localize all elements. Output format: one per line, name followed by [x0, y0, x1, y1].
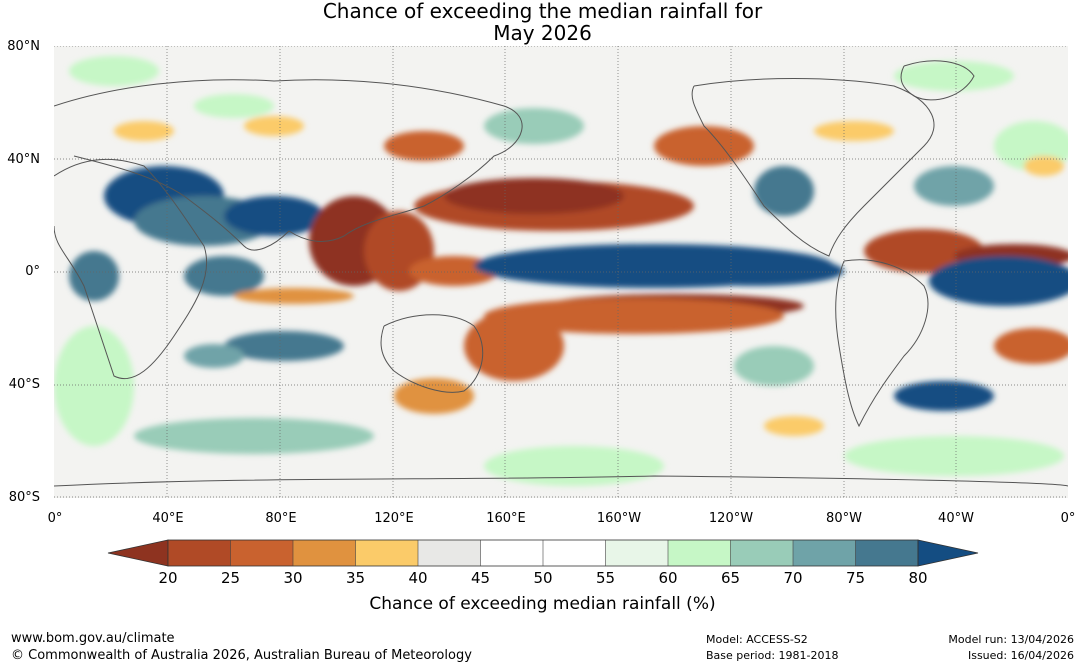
- lat-label-40n: 40°N: [7, 152, 40, 167]
- colorbar-tick-30: 30: [283, 569, 303, 587]
- colorbar-segment-40-45: [418, 540, 481, 566]
- map-svg: [54, 46, 1068, 498]
- colorbar-segment-70-75: [793, 540, 856, 566]
- lat-label-80n: 80°N: [7, 39, 40, 54]
- lat-label-40s: 40°S: [8, 377, 40, 392]
- rainfall-outlook-map: [54, 46, 1068, 498]
- colorbar-segment-35-40: [355, 540, 418, 566]
- lat-label-equator: 0°: [25, 264, 40, 279]
- title-line-2: May 2026: [493, 21, 592, 45]
- footer-base-period: Base period: 1981-2018: [706, 649, 839, 662]
- lon-label-0-right: 0°: [1060, 511, 1076, 526]
- lon-label-120w: 120°W: [708, 511, 754, 526]
- lon-label-40w: 40°W: [938, 511, 974, 526]
- lon-label-40e: 40°E: [152, 511, 184, 526]
- footer-model: Model: ACCESS-S2: [706, 633, 808, 646]
- colorbar-tick-45: 45: [470, 569, 491, 587]
- colorbar-tick-75: 75: [845, 569, 866, 587]
- lon-label-120e: 120°E: [374, 511, 414, 526]
- footer-copyright: © Commonwealth of Australia 2026, Austra…: [11, 648, 472, 663]
- lon-label-80w: 80°W: [826, 511, 862, 526]
- lon-label-0: 0°: [47, 511, 63, 526]
- probability-shading: [54, 56, 1068, 486]
- colorbar-tick-55: 55: [595, 569, 616, 587]
- lon-label-160w: 160°W: [596, 511, 642, 526]
- footer-issued: Issued: 16/04/2026: [967, 649, 1074, 662]
- lon-label-80e: 80°E: [265, 511, 297, 526]
- colorbar-tick-80: 80: [908, 569, 928, 587]
- lat-label-80s: 80°S: [8, 490, 40, 505]
- colorbar-segment-25-30: [230, 540, 293, 566]
- graticule: [54, 46, 1068, 498]
- lon-label-160e: 160°E: [486, 511, 526, 526]
- colorbar-extend-high: [917, 539, 979, 567]
- colorbar-tick-50: 50: [533, 569, 553, 587]
- colorbar-segment-45-50: [480, 540, 543, 566]
- colorbar-segment-20-25: [168, 540, 231, 566]
- coastlines: [54, 60, 1068, 487]
- colorbar-segment-30-35: [293, 540, 356, 566]
- colorbar-outline: [167, 539, 919, 567]
- colorbar-tick-70: 70: [783, 569, 803, 587]
- colorbar-tick-35: 35: [345, 569, 366, 587]
- colorbar-tick-40: 40: [408, 569, 428, 587]
- colorbar-tick-65: 65: [720, 569, 741, 587]
- map-title: Chance of exceeding the median rainfall …: [0, 0, 1085, 44]
- colorbar-title: Chance of exceeding median rainfall (%): [369, 594, 716, 614]
- title-line-1: Chance of exceeding the median rainfall …: [322, 0, 763, 23]
- colorbar-segment-50-55: [543, 540, 606, 566]
- colorbar-segment-75-80: [855, 540, 918, 566]
- colorbar-segment-60-65: [668, 540, 731, 566]
- colorbar-tick-60: 60: [658, 569, 678, 587]
- footer-website: www.bom.gov.au/climate: [11, 631, 175, 646]
- colorbar-extend-low: [107, 539, 169, 567]
- colorbar-segment-65-70: [730, 540, 793, 566]
- footer-model-run: Model run: 13/04/2026: [948, 633, 1074, 646]
- colorbar-segment-55-60: [605, 540, 668, 566]
- colorbar-dividers: [230, 540, 856, 566]
- colorbar-tick-25: 25: [220, 569, 241, 587]
- colorbar-tick-20: 20: [158, 569, 178, 587]
